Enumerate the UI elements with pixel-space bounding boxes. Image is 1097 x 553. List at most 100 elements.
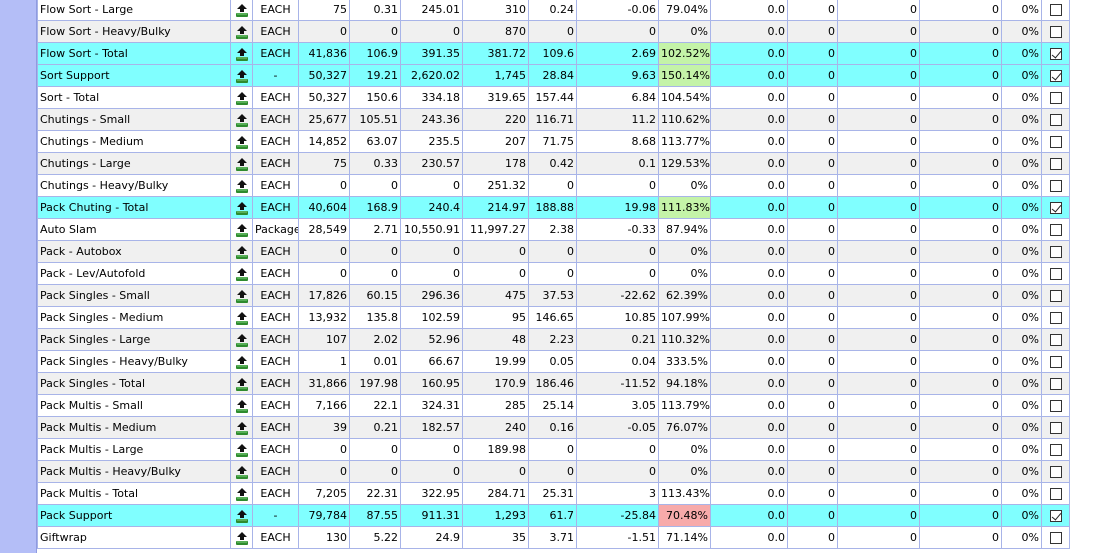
upload-arrow-icon[interactable] bbox=[230, 152, 253, 175]
row-checkbox[interactable] bbox=[1041, 504, 1070, 527]
table-row[interactable]: Pack Singles - Small EACH 17,826 60.15 296.3… bbox=[37, 284, 1070, 307]
row-checkbox[interactable] bbox=[1041, 196, 1070, 219]
checkbox[interactable] bbox=[1049, 180, 1062, 192]
row-checkbox[interactable] bbox=[1041, 20, 1070, 43]
row-checkbox[interactable] bbox=[1041, 350, 1070, 373]
upload-arrow-icon[interactable] bbox=[230, 86, 253, 109]
row-checkbox[interactable] bbox=[1041, 482, 1070, 505]
row-checkbox[interactable] bbox=[1041, 108, 1070, 131]
checkbox[interactable] bbox=[1049, 356, 1062, 368]
row-checkbox[interactable] bbox=[1041, 86, 1070, 109]
checkbox[interactable] bbox=[1049, 444, 1062, 456]
checkbox[interactable] bbox=[1049, 158, 1062, 170]
upload-arrow-icon[interactable] bbox=[230, 196, 253, 219]
table-row[interactable]: Flow Sort - Total EACH 41,836 106.9 391.35 38… bbox=[37, 42, 1070, 65]
upload-arrow-icon[interactable] bbox=[230, 0, 253, 21]
upload-arrow-icon[interactable] bbox=[230, 262, 253, 285]
checkbox[interactable] bbox=[1049, 466, 1062, 478]
upload-arrow-icon[interactable] bbox=[230, 416, 253, 439]
upload-arrow-icon[interactable] bbox=[230, 306, 253, 329]
table-row[interactable]: Sort - Total EACH 50,327 150.6 334.18 319.65 1… bbox=[37, 86, 1070, 109]
checkbox[interactable] bbox=[1049, 268, 1062, 280]
checkbox[interactable] bbox=[1049, 92, 1062, 104]
checkbox[interactable] bbox=[1049, 400, 1062, 412]
row-checkbox[interactable] bbox=[1041, 42, 1070, 65]
table-row[interactable]: Pack Multis - Medium EACH 39 0.21 182.57 240 0… bbox=[37, 416, 1070, 439]
checkbox[interactable] bbox=[1049, 114, 1062, 126]
upload-arrow-icon[interactable] bbox=[230, 108, 253, 131]
checkbox[interactable] bbox=[1049, 70, 1062, 82]
upload-arrow-icon[interactable] bbox=[230, 460, 253, 483]
checkbox[interactable] bbox=[1049, 422, 1062, 434]
table-row[interactable]: Pack Multis - Heavy/Bulky EACH 0 0 0 0 0 0 0% 0.0… bbox=[37, 460, 1070, 483]
row-checkbox[interactable] bbox=[1041, 174, 1070, 197]
table-row[interactable]: Pack Singles - Medium EACH 13,932 135.8 102.… bbox=[37, 306, 1070, 329]
upload-arrow-icon[interactable] bbox=[230, 174, 253, 197]
table-row[interactable]: Pack Multis - Small EACH 7,166 22.1 324.31 28… bbox=[37, 394, 1070, 417]
row-checkbox[interactable] bbox=[1041, 262, 1070, 285]
checkbox[interactable] bbox=[1049, 334, 1062, 346]
table-row[interactable]: Giftwrap EACH 130 5.22 24.9 35 3.71 -1.51 71.14%… bbox=[37, 526, 1070, 549]
table-row[interactable]: Pack Multis - Total EACH 7,205 22.31 322.95 2… bbox=[37, 482, 1070, 505]
row-checkbox[interactable] bbox=[1041, 328, 1070, 351]
checkbox[interactable] bbox=[1049, 224, 1062, 236]
checkbox[interactable] bbox=[1049, 4, 1062, 16]
checkbox[interactable] bbox=[1049, 290, 1062, 302]
table-row[interactable]: Pack - Autobox EACH 0 0 0 0 0 0 0% 0.0 0 0 0 0% bbox=[37, 240, 1070, 263]
checkbox[interactable] bbox=[1049, 532, 1062, 544]
table-row[interactable]: Auto Slam Package 28,549 2.71 10,550.91 11,99… bbox=[37, 218, 1070, 241]
table-row[interactable]: Pack Singles - Heavy/Bulky EACH 1 0.01 66.67… bbox=[37, 350, 1070, 373]
upload-arrow-icon[interactable] bbox=[230, 42, 253, 65]
row-checkbox[interactable] bbox=[1041, 218, 1070, 241]
checkbox[interactable] bbox=[1049, 48, 1062, 60]
row-checkbox[interactable] bbox=[1041, 0, 1070, 21]
row-checkbox[interactable] bbox=[1041, 240, 1070, 263]
table-row[interactable]: Flow Sort - Heavy/Bulky EACH 0 0 0 870 0 0 0% 0.0… bbox=[37, 20, 1070, 43]
upload-arrow-icon[interactable] bbox=[230, 240, 253, 263]
row-checkbox[interactable] bbox=[1041, 438, 1070, 461]
table-row[interactable]: Flow Sort - Large EACH 75 0.31 245.01 310 0.24… bbox=[37, 0, 1070, 21]
upload-arrow-icon[interactable] bbox=[230, 328, 253, 351]
upload-arrow-icon[interactable] bbox=[230, 284, 253, 307]
upload-arrow-icon[interactable] bbox=[230, 20, 253, 43]
row-checkbox[interactable] bbox=[1041, 130, 1070, 153]
row-checkbox[interactable] bbox=[1041, 526, 1070, 549]
table-row[interactable]: Chutings - Medium EACH 14,852 63.07 235.5 207… bbox=[37, 130, 1070, 153]
checkbox[interactable] bbox=[1049, 202, 1062, 214]
checkbox[interactable] bbox=[1049, 246, 1062, 258]
row-checkbox[interactable] bbox=[1041, 372, 1070, 395]
checkbox[interactable] bbox=[1049, 378, 1062, 390]
table-row[interactable]: Chutings - Heavy/Bulky EACH 0 0 0 251.32 0 0 0% 0… bbox=[37, 174, 1070, 197]
row-checkbox[interactable] bbox=[1041, 64, 1070, 87]
checkbox[interactable] bbox=[1049, 510, 1062, 522]
row-checkbox[interactable] bbox=[1041, 460, 1070, 483]
row-checkbox[interactable] bbox=[1041, 394, 1070, 417]
checkbox[interactable] bbox=[1049, 136, 1062, 148]
table-row[interactable]: Pack - Lev/Autofold EACH 0 0 0 0 0 0 0% 0.0 0 0 0 0% bbox=[37, 262, 1070, 285]
upload-arrow-icon[interactable] bbox=[230, 350, 253, 373]
checkbox[interactable] bbox=[1049, 26, 1062, 38]
table-row[interactable]: Sort Support -50,327 19.21 2,620.02 1,745 28.… bbox=[37, 64, 1070, 87]
upload-arrow-icon[interactable] bbox=[230, 482, 253, 505]
row-checkbox[interactable] bbox=[1041, 416, 1070, 439]
table-row[interactable]: Pack Support -79,784 87.55 911.31 1,293 61.7-… bbox=[37, 504, 1070, 527]
upload-arrow-icon[interactable] bbox=[230, 64, 253, 87]
table-row[interactable]: Chutings - Small EACH 25,677 105.51 243.36 22… bbox=[37, 108, 1070, 131]
upload-arrow-icon[interactable] bbox=[230, 504, 253, 527]
table-row[interactable]: Pack Singles - Total EACH 31,866 197.98 160.… bbox=[37, 372, 1070, 395]
row-checkbox[interactable] bbox=[1041, 152, 1070, 175]
upload-arrow-icon[interactable] bbox=[230, 218, 253, 241]
table-row[interactable]: Pack Multis - Large EACH 0 0 0 189.98 0 0 0% 0.0 0… bbox=[37, 438, 1070, 461]
upload-arrow-icon[interactable] bbox=[230, 438, 253, 461]
upload-arrow-icon[interactable] bbox=[230, 526, 253, 549]
table-row[interactable]: Pack Singles - Large EACH 107 2.02 52.96 48 2.… bbox=[37, 328, 1070, 351]
upload-arrow-icon[interactable] bbox=[230, 130, 253, 153]
row-checkbox[interactable] bbox=[1041, 306, 1070, 329]
checkbox[interactable] bbox=[1049, 312, 1062, 324]
upload-arrow-icon[interactable] bbox=[230, 372, 253, 395]
row-checkbox[interactable] bbox=[1041, 284, 1070, 307]
table-row[interactable]: Chutings - Large EACH 75 0.33 230.57 178 0.42 0… bbox=[37, 152, 1070, 175]
upload-arrow-icon[interactable] bbox=[230, 394, 253, 417]
checkbox[interactable] bbox=[1049, 488, 1062, 500]
table-row[interactable]: Pack Chuting - Total EACH 40,604 168.9 240.4… bbox=[37, 196, 1070, 219]
